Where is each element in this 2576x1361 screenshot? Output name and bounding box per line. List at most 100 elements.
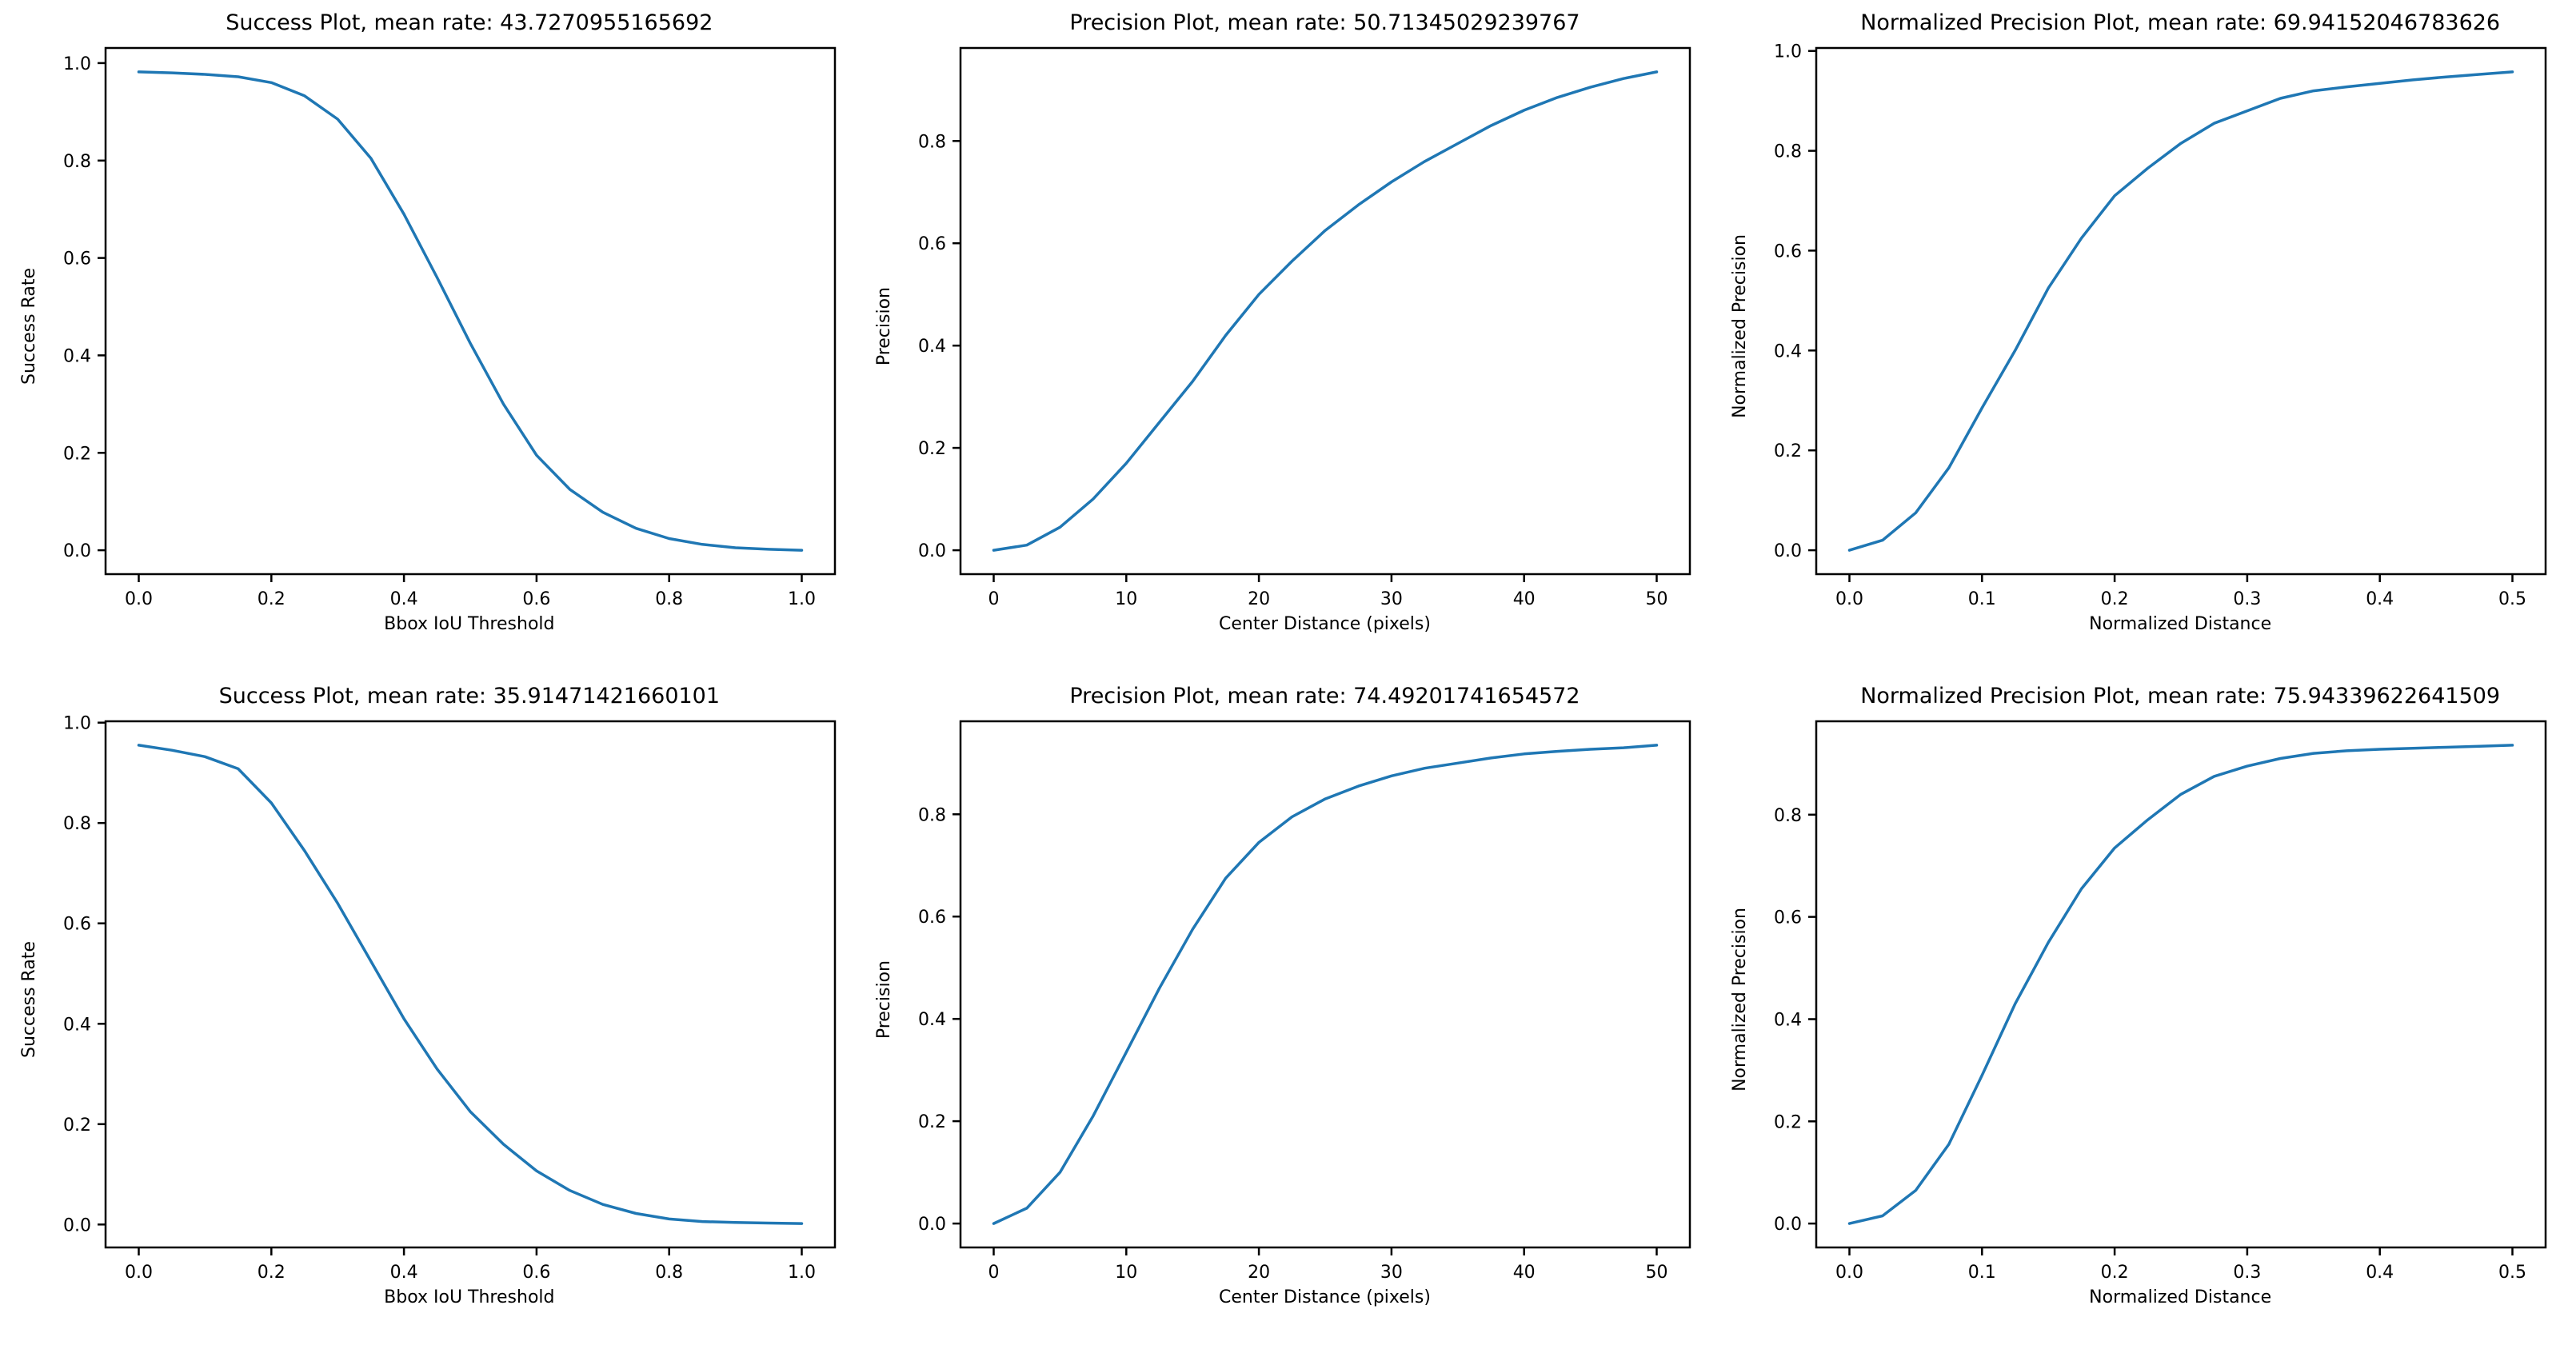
svg-text:0.8: 0.8 [655, 1263, 683, 1283]
svg-text:10: 10 [1116, 589, 1138, 609]
svg-text:0.0: 0.0 [1774, 1215, 1802, 1235]
svg-text:0.0: 0.0 [1835, 1263, 1863, 1283]
svg-text:0.0: 0.0 [1835, 589, 1863, 609]
svg-text:0.2: 0.2 [63, 444, 91, 464]
x-axis-label: Center Distance (pixels) [1219, 1287, 1431, 1307]
plot-title: Normalized Precision Plot, mean rate: 69… [1860, 10, 2501, 35]
svg-text:50: 50 [1646, 589, 1668, 609]
svg-text:0.6: 0.6 [63, 249, 91, 269]
plot-area: Precision 0 10 20 30 40 50 0.0 0.2 0.4 0.6 0.8 [874, 40, 1701, 613]
svg-text:0.2: 0.2 [2101, 589, 2129, 609]
svg-text:0.0: 0.0 [918, 1215, 946, 1235]
svg-text:0: 0 [988, 1263, 1000, 1283]
axes-canvas: 0.0 0.1 0.2 0.3 0.4 0.5 0.0 0.2 0.4 0.6 0.8 1.0 [1774, 42, 2547, 609]
axes-canvas: 0.0 0.2 0.4 0.6 0.8 1.0 0.0 0.2 0.4 0.6 0.8 1.0 [63, 714, 837, 1283]
normalized-precision-plot-bottom: Normalized Precision Plot, mean rate: 75… [1715, 680, 2571, 1353]
axes-canvas: 0.0 0.2 0.4 0.6 0.8 1.0 0.0 0.2 0.4 0.6 0.8 1.0 [63, 46, 837, 609]
svg-text:20: 20 [1248, 1263, 1271, 1283]
svg-text:0.0: 0.0 [125, 1263, 153, 1283]
x-axis-label: Normalized Distance [2089, 614, 2272, 634]
svg-text:0.5: 0.5 [2498, 589, 2526, 609]
svg-text:0.8: 0.8 [63, 814, 91, 834]
svg-text:0.2: 0.2 [1774, 1112, 1802, 1132]
svg-text:0.6: 0.6 [1774, 241, 1802, 261]
svg-text:0.2: 0.2 [2101, 1263, 2129, 1283]
svg-text:0.1: 0.1 [1968, 1263, 1996, 1283]
svg-text:0.8: 0.8 [1774, 142, 1802, 162]
svg-text:0.6: 0.6 [918, 908, 946, 928]
svg-text:30: 30 [1380, 589, 1403, 609]
svg-text:0.3: 0.3 [2234, 589, 2262, 609]
normalized-precision-plot-top: Normalized Precision Plot, mean rate: 69… [1715, 6, 2571, 680]
svg-text:0.0: 0.0 [1774, 541, 1802, 561]
plot-area: Success Rate 0.0 0.2 0.4 0.6 0.8 1.0 0.0 0.2 0.4… [19, 713, 846, 1286]
svg-text:0.8: 0.8 [655, 589, 683, 609]
plot-title: Precision Plot, mean rate: 50.7134502923… [1069, 10, 1580, 35]
plot-area: Success Rate 0.0 0.2 0.4 0.6 0.8 1.0 0.0 0.2 0.4… [19, 40, 846, 613]
svg-text:0.6: 0.6 [522, 589, 550, 609]
svg-text:0.8: 0.8 [1774, 806, 1802, 826]
y-axis-label: Normalized Precision [1730, 908, 1751, 1092]
svg-text:0.2: 0.2 [1774, 441, 1802, 461]
x-axis-label: Center Distance (pixels) [1219, 614, 1431, 634]
x-axis-label: Bbox IoU Threshold [384, 614, 555, 634]
svg-text:0: 0 [988, 589, 1000, 609]
plot-area: Normalized Precision 0.0 0.1 0.2 0.3 0.4 0.5 0… [1730, 40, 2557, 613]
svg-text:0.6: 0.6 [1774, 908, 1802, 928]
svg-text:30: 30 [1380, 1263, 1403, 1283]
success-plot-bottom: Success Plot, mean rate: 35.914714216601… [5, 680, 861, 1353]
svg-text:0.4: 0.4 [389, 1263, 417, 1283]
svg-text:1.0: 1.0 [1774, 42, 1802, 62]
precision-plot-top: Precision Plot, mean rate: 50.7134502923… [861, 6, 1716, 680]
svg-text:0.2: 0.2 [918, 439, 946, 459]
svg-text:50: 50 [1646, 1263, 1668, 1283]
svg-text:1.0: 1.0 [63, 54, 91, 74]
svg-text:0.2: 0.2 [918, 1112, 946, 1132]
svg-text:0.4: 0.4 [389, 589, 417, 609]
plot-title: Precision Plot, mean rate: 74.4920174165… [1069, 684, 1580, 708]
precision-plot-bottom: Precision Plot, mean rate: 74.4920174165… [861, 680, 1716, 1353]
svg-text:0.4: 0.4 [2366, 589, 2394, 609]
svg-text:0.6: 0.6 [522, 1263, 550, 1283]
y-axis-label: Precision [874, 286, 895, 366]
x-axis-label: Normalized Distance [2089, 1287, 2272, 1307]
svg-text:0.2: 0.2 [258, 589, 286, 609]
plot-area: Normalized Precision 0.0 0.1 0.2 0.3 0.4 0.5 0… [1730, 713, 2557, 1286]
svg-text:10: 10 [1116, 1263, 1138, 1283]
svg-text:0.1: 0.1 [1968, 589, 1996, 609]
svg-text:20: 20 [1248, 589, 1271, 609]
svg-text:0.6: 0.6 [918, 234, 946, 254]
y-axis-label: Precision [874, 960, 895, 1040]
svg-text:0.4: 0.4 [63, 346, 91, 366]
plot-title: Success Plot, mean rate: 43.727095516569… [226, 10, 713, 35]
axes-canvas: 0.0 0.1 0.2 0.3 0.4 0.5 0.0 0.2 0.4 0.6 0.8 [1774, 720, 2547, 1283]
svg-text:0.0: 0.0 [918, 541, 946, 561]
svg-text:0.5: 0.5 [2498, 1263, 2526, 1283]
svg-text:0.4: 0.4 [1774, 1011, 1802, 1031]
svg-text:0.8: 0.8 [918, 805, 946, 825]
x-axis-label: Bbox IoU Threshold [384, 1287, 555, 1307]
svg-text:40: 40 [1513, 1263, 1536, 1283]
success-plot-top: Success Plot, mean rate: 43.727095516569… [5, 6, 861, 680]
plot-title: Normalized Precision Plot, mean rate: 75… [1860, 684, 2501, 708]
svg-text:0.8: 0.8 [63, 152, 91, 172]
y-axis-label: Normalized Precision [1730, 234, 1751, 418]
axes-canvas: 0 10 20 30 40 50 0.0 0.2 0.4 0.6 0.8 [918, 720, 1691, 1283]
svg-text:0.6: 0.6 [63, 915, 91, 935]
svg-text:0.3: 0.3 [2234, 1263, 2262, 1283]
svg-text:0.4: 0.4 [63, 1015, 91, 1035]
svg-text:0.0: 0.0 [63, 1215, 91, 1235]
svg-text:0.2: 0.2 [258, 1263, 286, 1283]
plot-area: Precision 0 10 20 30 40 50 0.0 0.2 0.4 0.6 0.8 [874, 713, 1701, 1286]
svg-text:1.0: 1.0 [788, 589, 816, 609]
svg-text:0.8: 0.8 [918, 132, 946, 152]
axes-canvas: 0 10 20 30 40 50 0.0 0.2 0.4 0.6 0.8 [918, 46, 1691, 609]
plot-title: Success Plot, mean rate: 35.914714216601… [218, 684, 721, 708]
svg-text:1.0: 1.0 [788, 1263, 816, 1283]
svg-text:0.4: 0.4 [1774, 341, 1802, 361]
y-axis-label: Success Rate [18, 268, 39, 385]
svg-text:0.2: 0.2 [63, 1116, 91, 1135]
svg-text:0.4: 0.4 [918, 337, 946, 357]
svg-text:1.0: 1.0 [63, 714, 91, 734]
